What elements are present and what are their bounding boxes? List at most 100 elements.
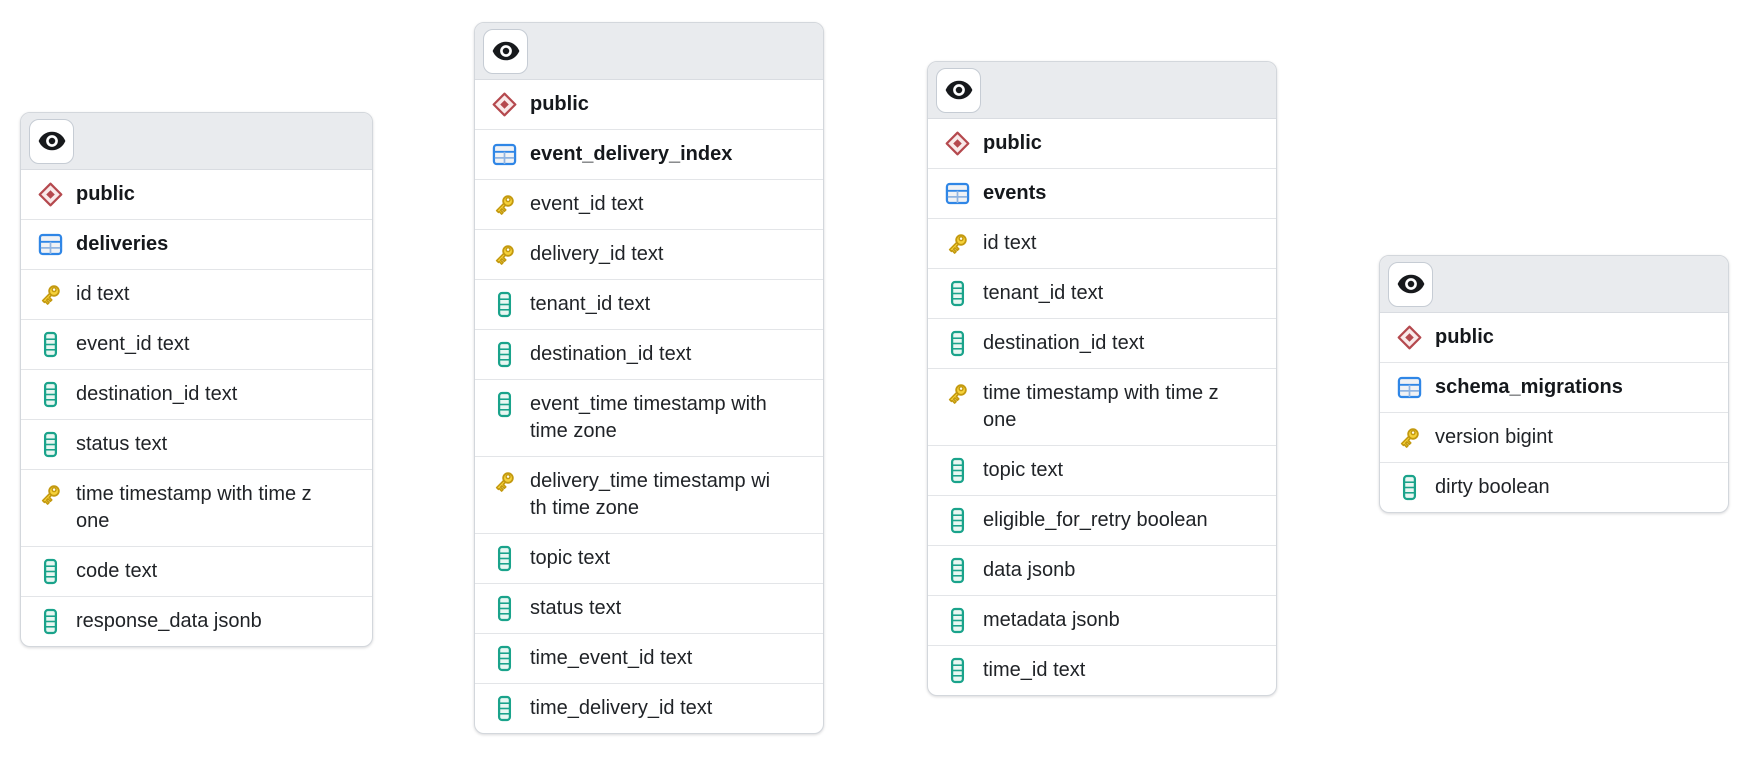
- column-label: id text: [983, 230, 1036, 257]
- column-name: delivery_time: [530, 470, 648, 492]
- column-icon: [37, 331, 64, 358]
- schema-row: public: [475, 80, 823, 130]
- column-type: boolean: [1136, 509, 1208, 531]
- column-name: time_delivery_id: [530, 697, 675, 719]
- column-name: time: [76, 483, 114, 505]
- column-icon: [491, 545, 518, 572]
- column-label: delivery_time timestamp with time zone: [530, 468, 771, 522]
- column-name: eligible_for_retry: [983, 509, 1131, 531]
- column-row: eligible_for_retry boolean: [928, 496, 1276, 546]
- table-card-deliveries[interactable]: public deliveries: [20, 112, 373, 647]
- visibility-toggle-button[interactable]: [483, 28, 528, 74]
- column-name: status: [76, 433, 130, 455]
- column-row: destination_id text: [475, 330, 823, 380]
- table-card-event_delivery_index[interactable]: public event_delivery_index: [474, 22, 824, 734]
- column-icon: [944, 330, 971, 357]
- column-label: destination_id text: [983, 330, 1144, 357]
- key-icon: [491, 468, 518, 495]
- table-icon: [1396, 374, 1423, 401]
- column-type: text: [97, 283, 130, 305]
- schema-diamond-icon: [944, 130, 971, 157]
- visibility-toggle-button[interactable]: [29, 118, 74, 164]
- table-name: deliveries: [76, 233, 169, 255]
- column-type: text: [588, 597, 622, 619]
- column-type: text: [1004, 232, 1037, 254]
- column-icon: [944, 280, 971, 307]
- column-name: time_event_id: [530, 647, 655, 669]
- column-type: text: [577, 547, 611, 569]
- column-row: code text: [21, 547, 372, 597]
- column-row: time_delivery_id text: [475, 684, 823, 733]
- column-row: tenant_id text: [475, 280, 823, 330]
- table-card-events[interactable]: public events: [927, 61, 1277, 696]
- column-icon: [944, 607, 971, 634]
- column-type: text: [680, 697, 713, 719]
- column-label: time_delivery_id text: [530, 695, 712, 722]
- column-name: event_id: [530, 193, 606, 215]
- column-label: time timestamp with time zone: [983, 380, 1224, 434]
- column-type: text: [631, 243, 664, 265]
- column-icon: [37, 608, 64, 635]
- schema-name: public: [76, 183, 135, 205]
- column-name: event_time: [530, 393, 628, 415]
- column-name: tenant_id: [983, 282, 1066, 304]
- column-icon: [491, 341, 518, 368]
- schema-name: public: [530, 93, 589, 115]
- column-label: eligible_for_retry boolean: [983, 507, 1208, 534]
- table-card-schema_migrations[interactable]: public schema_migrations: [1379, 255, 1729, 513]
- visibility-toggle-button[interactable]: [1388, 261, 1433, 307]
- card-header: [475, 23, 823, 80]
- column-label: time timestamp with time zone: [76, 481, 317, 535]
- column-row: id text: [928, 219, 1276, 269]
- column-label: status text: [530, 595, 621, 622]
- column-label: delivery_id text: [530, 241, 663, 268]
- column-row: delivery_time timestamp with time zone: [475, 457, 823, 534]
- column-label: destination_id text: [76, 381, 237, 408]
- column-row: data jsonb: [928, 546, 1276, 596]
- visibility-toggle-button[interactable]: [936, 67, 981, 113]
- column-type: timestamp with time zone: [530, 470, 771, 519]
- column-name: event_id: [76, 333, 152, 355]
- column-label: metadata jsonb: [983, 607, 1120, 634]
- key-icon: [491, 191, 518, 218]
- column-label: tenant_id text: [983, 280, 1103, 307]
- column-icon: [491, 645, 518, 672]
- column-row: event_time timestamp with time zone: [475, 380, 823, 457]
- column-row: topic text: [475, 534, 823, 584]
- column-icon: [1396, 474, 1423, 501]
- column-label: code text: [76, 558, 157, 585]
- key-icon: [944, 230, 971, 257]
- column-row: metadata jsonb: [928, 596, 1276, 646]
- column-type: timestamp with time zone: [530, 393, 767, 442]
- schema-diamond-icon: [37, 181, 64, 208]
- column-label: time_id text: [983, 657, 1085, 684]
- column-label: status text: [76, 431, 167, 458]
- column-name: destination_id: [76, 383, 200, 405]
- schema-diamond-icon: [491, 91, 518, 118]
- column-label: topic text: [983, 457, 1063, 484]
- column-icon: [491, 595, 518, 622]
- column-label: event_id text: [76, 331, 189, 358]
- column-name: metadata: [983, 609, 1067, 631]
- key-icon: [1396, 424, 1423, 451]
- column-name: status: [530, 597, 584, 619]
- column-row: time_event_id text: [475, 634, 823, 684]
- schema-name: public: [1435, 326, 1494, 348]
- column-row: destination_id text: [928, 319, 1276, 369]
- key-icon: [944, 380, 971, 407]
- column-name: delivery_id: [530, 243, 626, 265]
- schema-row: public: [928, 119, 1276, 169]
- column-icon: [944, 557, 971, 584]
- column-row: response_data jsonb: [21, 597, 372, 646]
- column-type: text: [611, 193, 644, 215]
- column-name: id: [983, 232, 999, 254]
- column-type: jsonb: [213, 610, 262, 632]
- column-row: status text: [475, 584, 823, 634]
- column-label: time_event_id text: [530, 645, 692, 672]
- column-label: destination_id text: [530, 341, 691, 368]
- column-row: time timestamp with time zone: [21, 470, 372, 547]
- column-row: time timestamp with time zone: [928, 369, 1276, 446]
- schema-row: public: [1380, 313, 1728, 363]
- column-type: text: [1112, 332, 1145, 354]
